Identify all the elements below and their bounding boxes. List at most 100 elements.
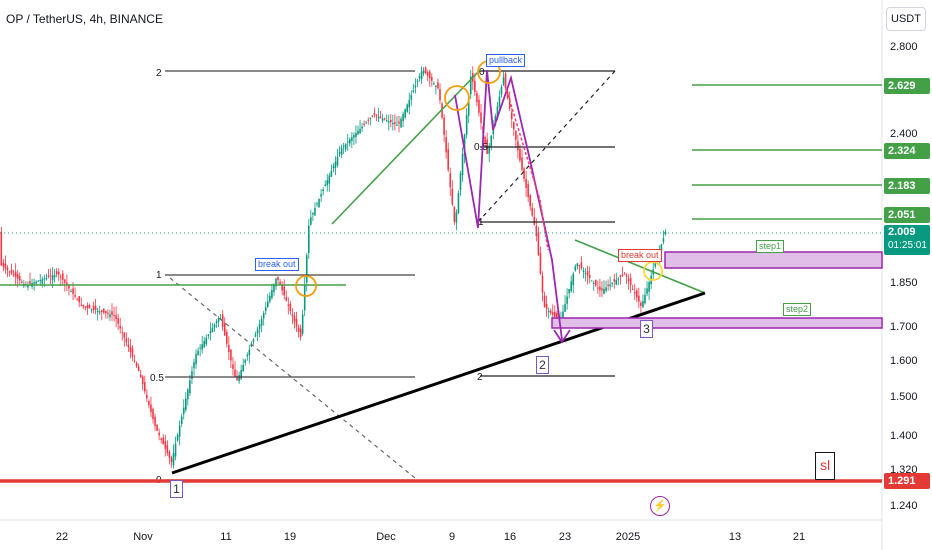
candle-body xyxy=(572,273,575,286)
candle-body xyxy=(103,308,105,313)
candle-body xyxy=(377,116,380,119)
candle-body xyxy=(554,311,556,317)
candle-body xyxy=(517,141,519,151)
candle-body xyxy=(33,282,35,284)
candle-body xyxy=(279,281,281,286)
candle-body xyxy=(254,334,257,337)
candle-body xyxy=(642,301,644,308)
wave-label-2[interactable]: 2 xyxy=(536,356,549,374)
candle-body xyxy=(291,314,294,317)
candle-body xyxy=(238,375,240,382)
candle-body xyxy=(287,304,290,306)
break-out-label-2[interactable]: break out xyxy=(618,249,662,262)
candle-body xyxy=(164,441,167,449)
candle-body xyxy=(244,359,247,363)
candle-body xyxy=(295,318,298,327)
step1-zone xyxy=(664,251,883,269)
candle-body xyxy=(549,310,552,313)
bar-countdown: 01:25:01 xyxy=(888,240,927,251)
candle-body xyxy=(70,291,72,293)
candle-body xyxy=(98,311,101,313)
candle-body xyxy=(113,314,115,316)
candle-body xyxy=(340,147,343,155)
candle-body xyxy=(162,437,165,445)
candle-body xyxy=(504,73,507,88)
candle-body xyxy=(418,76,421,78)
candle-body xyxy=(455,212,458,223)
candle-body xyxy=(326,180,329,186)
candle-body xyxy=(564,304,566,312)
candle-body xyxy=(621,274,624,276)
wave-label-1[interactable]: 1 xyxy=(170,480,183,498)
candle-body xyxy=(435,85,437,88)
candle-body xyxy=(223,322,226,336)
candle-body xyxy=(248,349,251,356)
candle-body xyxy=(111,311,113,315)
candle-body xyxy=(193,362,195,369)
candle-body xyxy=(148,400,150,406)
candle-body xyxy=(344,143,347,150)
candle-body xyxy=(476,92,478,103)
candle-body xyxy=(513,122,515,130)
candle-body xyxy=(576,263,579,267)
candle-body xyxy=(406,104,408,112)
candle-body xyxy=(662,238,665,242)
candle-body xyxy=(197,350,199,355)
lightning-icon[interactable]: ⚡ xyxy=(650,496,670,516)
candle-body xyxy=(428,71,431,79)
candle-body xyxy=(582,270,585,273)
candle-body xyxy=(420,71,423,80)
candle-body xyxy=(379,116,382,118)
candle-body xyxy=(599,286,601,291)
candle-body xyxy=(416,80,419,82)
symbol-title[interactable]: OP / TetherUS, 4h, BINANCE xyxy=(6,12,163,26)
x-tick-label: Dec xyxy=(376,531,396,543)
candle-body xyxy=(182,407,185,414)
candle-body xyxy=(330,170,333,177)
wave-label-3[interactable]: 3 xyxy=(640,320,653,338)
candle-body xyxy=(150,404,152,413)
candle-body xyxy=(62,273,64,281)
candle-body xyxy=(433,83,435,85)
candle-body xyxy=(332,166,335,168)
candle-body xyxy=(262,313,265,319)
candle-body xyxy=(457,192,460,213)
candle-body xyxy=(242,364,244,372)
fib1-level-label: 1 xyxy=(156,270,162,281)
y-tick-label: 1.240 xyxy=(890,500,918,512)
candle-body xyxy=(324,184,326,187)
candle-body xyxy=(498,96,501,107)
candle-body xyxy=(37,280,39,282)
candle-body xyxy=(357,130,359,135)
candle-body xyxy=(625,275,628,277)
break-out-label-1[interactable]: break out xyxy=(255,258,299,271)
candle-body xyxy=(502,77,505,85)
candle-body xyxy=(45,277,48,279)
stop-loss-label[interactable]: sl xyxy=(815,452,835,480)
step1-label[interactable]: step1 xyxy=(756,240,785,253)
candle-body xyxy=(234,369,236,378)
candle-body xyxy=(230,349,232,361)
candle-body xyxy=(469,76,472,95)
candle-body xyxy=(543,295,546,307)
candle-body xyxy=(258,324,261,330)
candle-body xyxy=(644,294,646,304)
candle-body xyxy=(18,276,21,281)
candle-body xyxy=(646,288,648,294)
candle-body xyxy=(133,360,136,362)
candle-body xyxy=(316,203,318,205)
step2-label[interactable]: step2 xyxy=(783,303,812,316)
candle-body xyxy=(285,297,288,301)
candle-body xyxy=(76,299,78,301)
candle-body xyxy=(43,278,46,280)
currency-selector[interactable]: USDT xyxy=(886,7,926,31)
pullback-label[interactable]: pullback xyxy=(486,54,526,67)
candle-body xyxy=(338,152,341,155)
candle-body xyxy=(195,354,197,365)
candle-body xyxy=(375,114,378,116)
last-price: 2.009 xyxy=(888,226,916,238)
candle-body xyxy=(390,119,392,123)
candle-body xyxy=(664,231,667,235)
y-tick-label: 1.700 xyxy=(890,321,918,333)
